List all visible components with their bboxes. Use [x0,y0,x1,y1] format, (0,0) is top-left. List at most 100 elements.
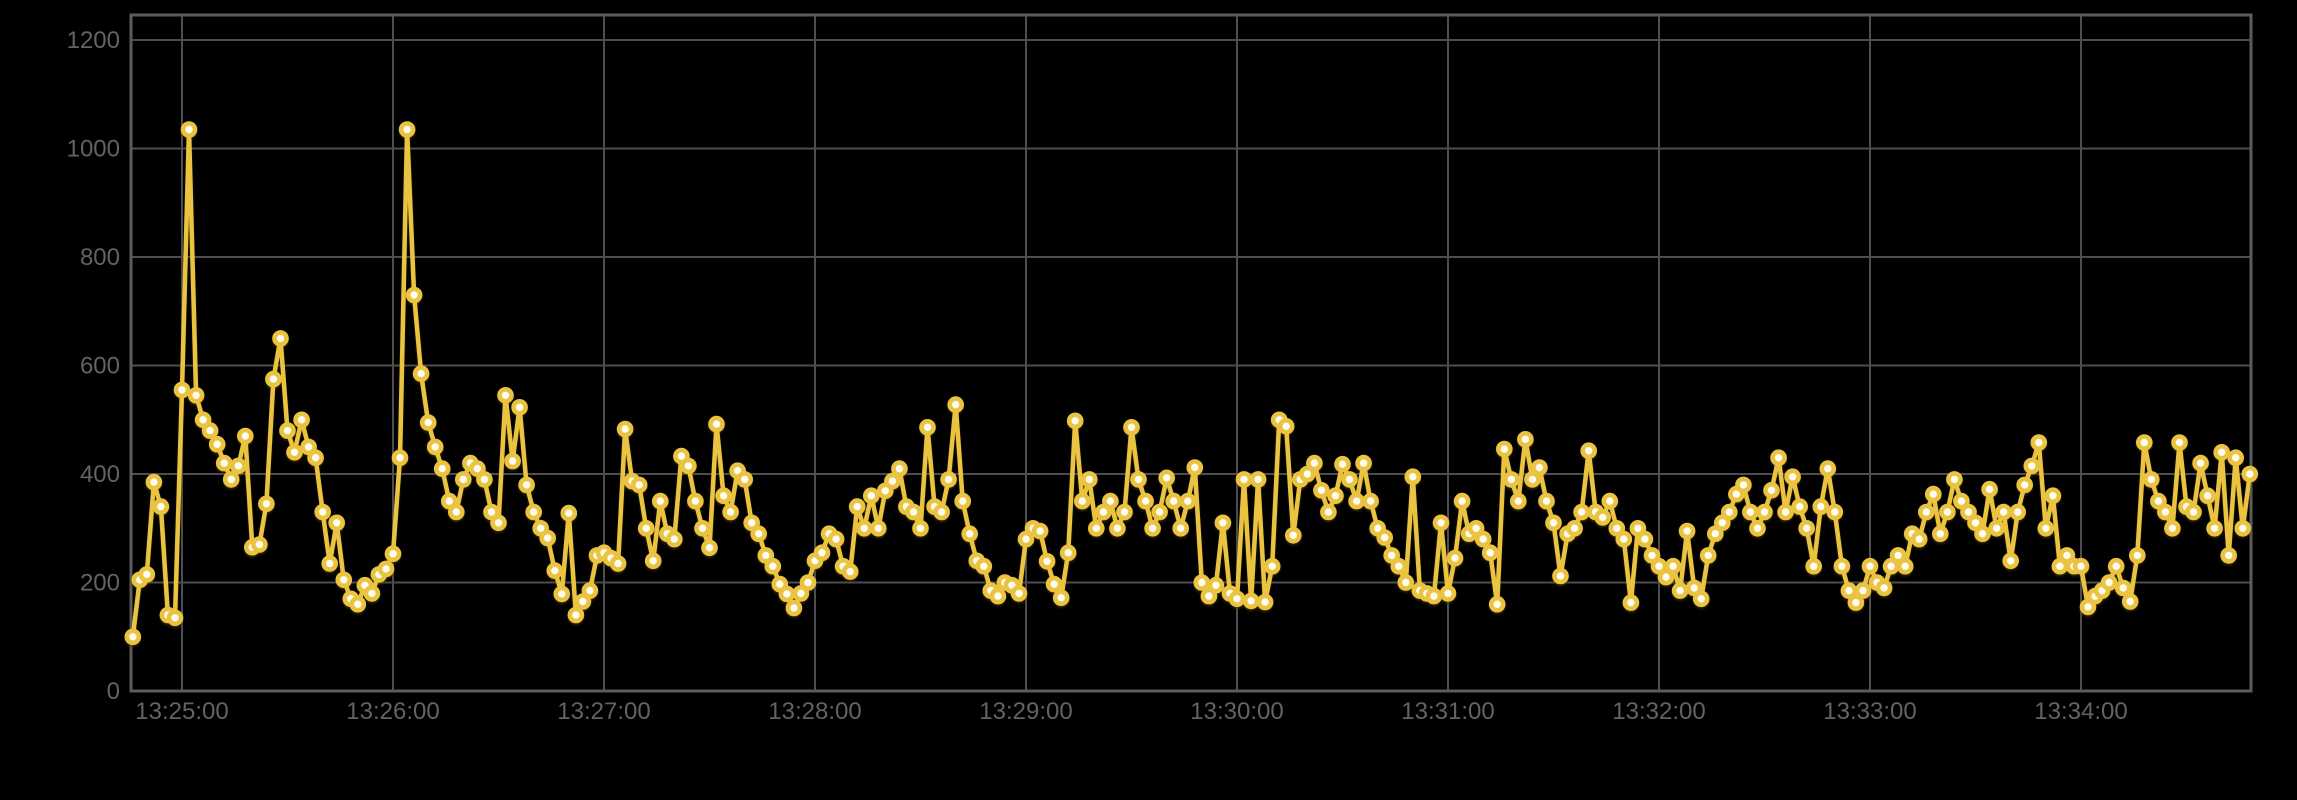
data-point[interactable] [1756,503,1773,521]
data-point[interactable] [1770,449,1787,467]
data-point[interactable] [1017,530,1035,548]
data-point[interactable] [680,457,697,475]
data-point[interactable] [1552,567,1569,585]
data-point[interactable] [1165,492,1182,510]
data-point[interactable] [1123,418,1140,436]
data-point[interactable] [1594,509,1611,526]
data-point[interactable] [1031,522,1049,540]
data-point[interactable] [2016,476,2033,494]
data-point[interactable] [827,530,845,548]
data-point[interactable] [237,427,254,445]
data-point[interactable] [1453,492,1471,510]
plot-area[interactable] [131,15,2251,691]
data-point[interactable] [2129,547,2146,564]
data-point[interactable] [2072,557,2090,575]
data-point[interactable] [2150,492,2167,510]
data-point[interactable] [919,418,936,436]
data-point[interactable] [1699,547,1717,564]
data-point[interactable] [251,536,268,553]
data-point[interactable] [1896,557,1914,575]
data-point[interactable] [884,472,901,490]
data-point[interactable] [412,365,430,382]
data-point[interactable] [1960,503,1977,521]
data-point[interactable] [1074,492,1091,510]
data-point[interactable] [1038,552,1056,570]
data-point[interactable] [511,398,528,416]
data-point[interactable] [2143,471,2160,488]
data-point[interactable] [687,492,704,510]
data-point[interactable] [1580,442,1597,460]
data-point[interactable] [447,503,465,521]
data-point[interactable] [1425,587,1443,605]
data-point[interactable] [567,606,585,624]
data-point[interactable] [454,471,472,488]
data-point[interactable] [947,396,965,413]
data-point[interactable] [497,386,514,404]
data-point[interactable] [841,563,859,580]
data-point[interactable] [405,286,423,304]
data-point[interactable] [504,452,521,470]
data-point[interactable] [145,473,163,491]
data-point[interactable] [1517,430,1534,448]
data-point[interactable] [363,585,381,602]
data-point[interactable] [1812,498,1830,515]
data-point[interactable] [560,504,578,522]
data-point[interactable] [1235,471,1253,488]
data-point[interactable] [1256,593,1274,611]
data-point[interactable] [307,449,324,467]
data-point[interactable] [1179,492,1197,510]
data-point[interactable] [328,514,346,532]
data-point[interactable] [2079,598,2097,616]
data-point[interactable] [1088,519,1105,537]
data-point[interactable] [279,422,296,439]
data-point[interactable] [665,530,683,548]
data-point[interactable] [940,471,957,488]
data-point[interactable] [201,422,219,439]
data-point[interactable] [2009,503,2026,521]
data-point[interactable] [1805,557,1822,575]
data-point[interactable] [2037,519,2055,537]
data-point[interactable] [490,514,507,532]
data-point[interactable] [2023,457,2041,475]
data-point[interactable] [2185,503,2202,521]
data-point[interactable] [862,487,880,505]
data-point[interactable] [975,557,993,575]
data-point[interactable] [2107,557,2125,575]
data-point[interactable] [2121,593,2139,610]
data-point[interactable] [905,503,922,521]
data-point[interactable] [349,595,367,613]
data-point[interactable] [799,574,817,591]
data-point[interactable] [1249,471,1267,488]
data-point[interactable] [743,514,761,532]
data-point[interactable] [609,555,627,572]
data-point[interactable] [644,552,662,570]
data-point[interactable] [2199,487,2216,505]
data-point[interactable] [651,492,669,510]
data-point[interactable] [286,443,303,461]
data-point[interactable] [1439,585,1457,602]
data-point[interactable] [1313,481,1330,499]
data-point[interactable] [1066,412,1084,430]
data-point[interactable] [1446,549,1464,567]
data-point[interactable] [1622,594,1640,611]
data-point[interactable] [1636,530,1654,548]
data-point[interactable] [1404,468,1422,486]
data-point[interactable] [398,121,416,138]
data-point[interactable] [539,529,557,547]
data-point[interactable] [1707,525,1724,543]
data-point[interactable] [1910,530,1928,548]
data-point[interactable] [1615,530,1633,548]
data-point[interactable] [1721,503,1738,521]
data-point[interactable] [1277,417,1295,435]
data-point[interactable] [1981,480,1998,498]
data-point[interactable] [208,435,226,453]
data-point[interactable] [1355,454,1372,472]
data-point[interactable] [2044,487,2062,505]
data-point[interactable] [1102,492,1119,510]
data-point[interactable] [891,460,908,477]
data-point[interactable] [1285,526,1302,544]
data-point[interactable] [2206,519,2223,537]
data-point[interactable] [1566,519,1583,537]
data-point[interactable] [194,411,212,429]
data-point[interactable] [1390,557,1408,575]
